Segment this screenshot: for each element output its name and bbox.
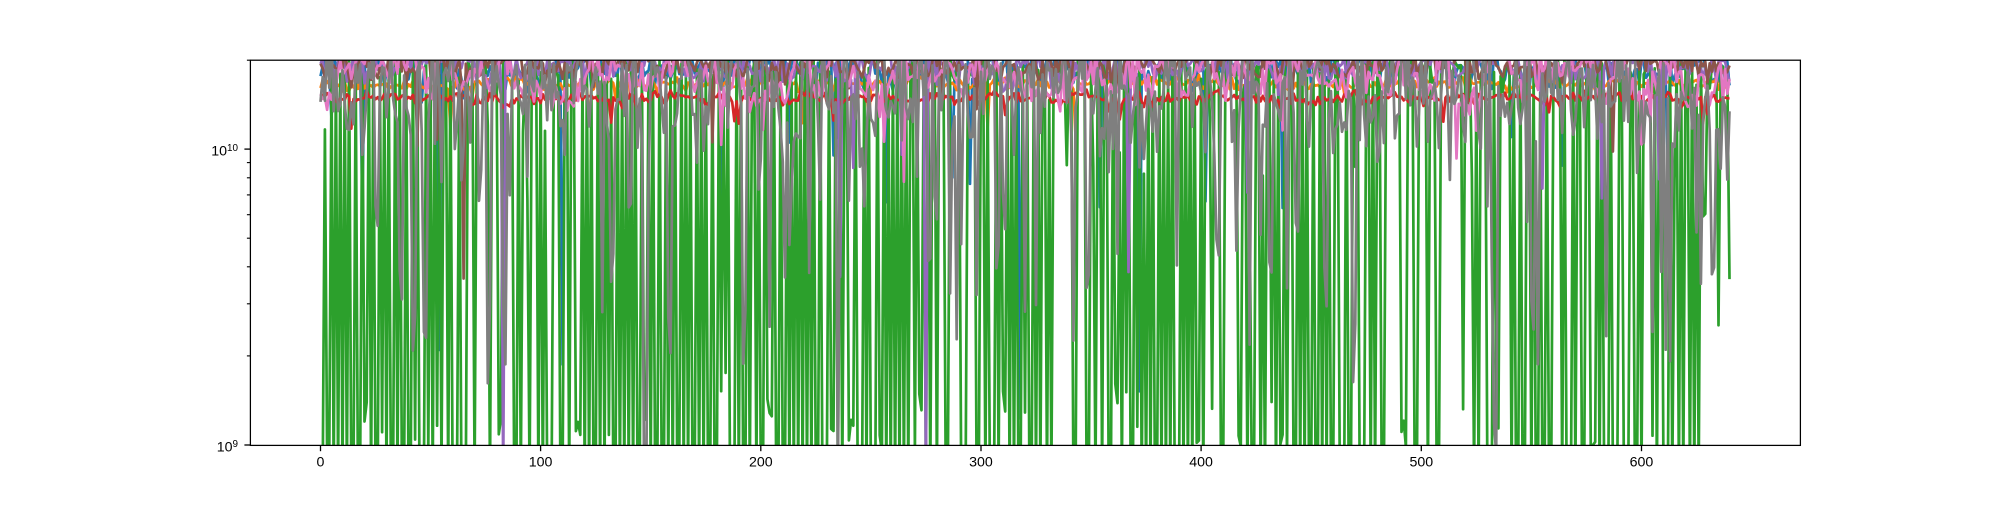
svg-text:400: 400 (1189, 454, 1213, 470)
svg-text:500: 500 (1409, 454, 1433, 470)
svg-text:200: 200 (749, 454, 773, 470)
svg-text:600: 600 (1630, 454, 1654, 470)
svg-text:100: 100 (529, 454, 553, 470)
svg-text:300: 300 (969, 454, 993, 470)
svg-text:0: 0 (317, 454, 325, 470)
